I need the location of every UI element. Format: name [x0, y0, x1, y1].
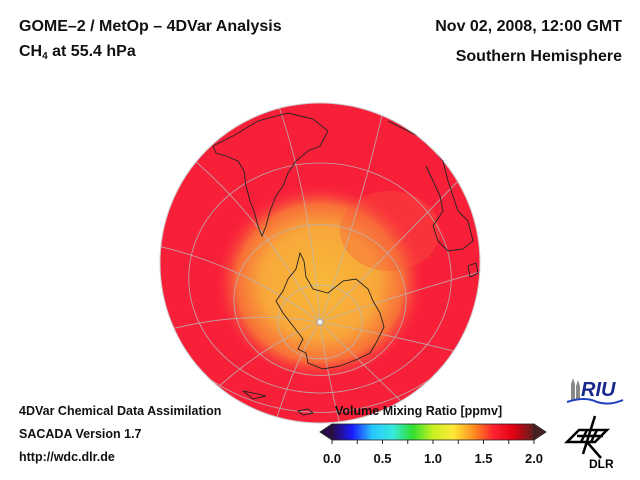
- species-level-label: CH4 at 55.4 hPa: [19, 43, 136, 62]
- dlr-logo: DLR: [563, 415, 613, 470]
- graticule: [160, 103, 480, 423]
- riu-text: RIU: [581, 379, 616, 401]
- colorbar-tick-label: 1.5: [474, 451, 493, 466]
- colorbar-tick-label: 1.0: [423, 451, 443, 466]
- meridian-line: [319, 103, 480, 323]
- species-name: CH: [19, 43, 43, 60]
- meridian-line: [319, 321, 410, 423]
- colorbar-over-arrow: [533, 423, 547, 441]
- coastline-africa: [387, 120, 474, 252]
- riu-logo: RIU: [566, 378, 624, 405]
- latitude-circle: [277, 284, 363, 360]
- colorbar-tick-label: 0.5: [373, 451, 392, 466]
- colorbar-gradient: [331, 423, 535, 441]
- colorbar-tick-label: 0.0: [322, 451, 342, 466]
- latitude-circle: [233, 224, 407, 376]
- anomaly-tail: [340, 191, 440, 271]
- meridian-line: [160, 103, 321, 323]
- south-pole-marker: [316, 318, 324, 326]
- colorbar-under-arrow: [319, 423, 333, 441]
- coastline-antarctica: [275, 251, 385, 370]
- colorbar-tick-label: 2.0: [524, 451, 544, 466]
- meridian-line: [230, 103, 321, 323]
- footer-assimilation-label: 4DVar Chemical Data Assimilation: [19, 404, 222, 418]
- coastline-oceania: [242, 390, 315, 416]
- timestamp: Nov 02, 2008, 12:00 GMT: [435, 18, 622, 35]
- meridian-line: [160, 235, 321, 323]
- meridian-line: [319, 321, 480, 423]
- coastline-south-america: [212, 112, 329, 238]
- footer-version-label: SACADA Version 1.7: [19, 427, 142, 441]
- colorbar-title: Volume Mixing Ratio [ppmv]: [335, 404, 503, 418]
- dlr-wing-icon: [563, 415, 611, 459]
- riu-wave-icon: [566, 398, 624, 405]
- footer-url-link[interactable]: http://wdc.dlr.de: [19, 450, 115, 464]
- map-title: GOME–2 / MetOp – 4DVar Analysis: [19, 18, 282, 35]
- latitude-circle: [160, 103, 480, 413]
- latitude-circle: [188, 162, 452, 394]
- colorbar: [319, 423, 547, 444]
- meridian-line: [319, 103, 403, 323]
- hemisphere-label: Southern Hemisphere: [455, 48, 622, 65]
- globe-map: [159, 102, 481, 424]
- low-ch4-anomaly: [216, 181, 424, 377]
- riu-cathedral-icon: [571, 378, 580, 400]
- pressure-level: at 55.4 hPa: [47, 43, 136, 60]
- dlr-text: DLR: [589, 457, 613, 470]
- meridian-line: [319, 232, 480, 323]
- coastline-madagascar: [467, 262, 479, 278]
- species-subscript: 4: [42, 51, 48, 62]
